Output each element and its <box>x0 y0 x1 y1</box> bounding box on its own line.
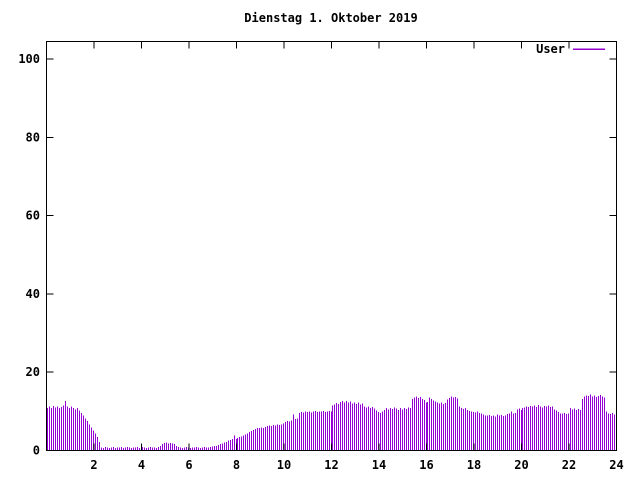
x-tick-label: 18 <box>467 458 481 472</box>
x-tick-label: 10 <box>277 458 291 472</box>
legend-label-user: User <box>536 42 565 56</box>
y-tick-label: 60 <box>26 209 40 223</box>
x-tick-label: 16 <box>419 458 433 472</box>
chart-title: Dienstag 1. Oktober 2019 <box>244 11 417 25</box>
plot-border <box>46 41 617 451</box>
x-tick-label: 20 <box>514 458 528 472</box>
y-tick-label: 80 <box>26 130 40 144</box>
x-tick-label: 12 <box>324 458 338 472</box>
bars-series-user <box>47 394 617 451</box>
x-tick-label: 8 <box>233 458 240 472</box>
y-tick-label: 100 <box>18 52 40 66</box>
x-tick-label: 24 <box>609 458 623 472</box>
y-tick-label: 20 <box>26 365 40 379</box>
x-tick-label: 2 <box>90 458 97 472</box>
x-tick-label: 4 <box>138 458 145 472</box>
x-tick-label: 6 <box>185 458 192 472</box>
y-tick-label: 40 <box>26 287 40 301</box>
y-tick-label: 0 <box>33 444 40 458</box>
x-tick-label: 22 <box>562 458 576 472</box>
plot-axes <box>46 41 617 451</box>
x-tick-label: 14 <box>372 458 386 472</box>
